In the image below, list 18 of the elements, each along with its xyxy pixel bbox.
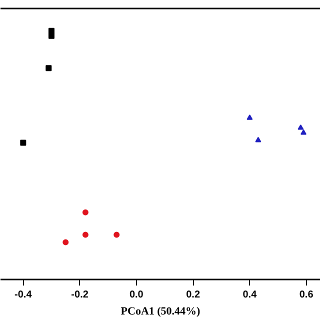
point [255,136,262,142]
point [82,209,88,216]
x-tick-label: -0.2 [71,290,89,300]
point [298,124,304,130]
point [246,114,253,120]
x-tick-label: 0.4 [242,290,258,300]
x-tick-label: 0.2 [186,290,200,300]
point [46,65,52,72]
point [82,232,88,238]
point [300,129,307,135]
x-tick-label: -0.4 [14,290,32,300]
x-tick-label: 0.6 [299,290,314,300]
x-tick-label: 0.0 [129,290,144,300]
point [20,140,26,146]
point [114,232,120,238]
x-axis-title: PCoA1 (50.44%) [120,306,201,318]
point [62,239,69,246]
point [48,32,54,39]
